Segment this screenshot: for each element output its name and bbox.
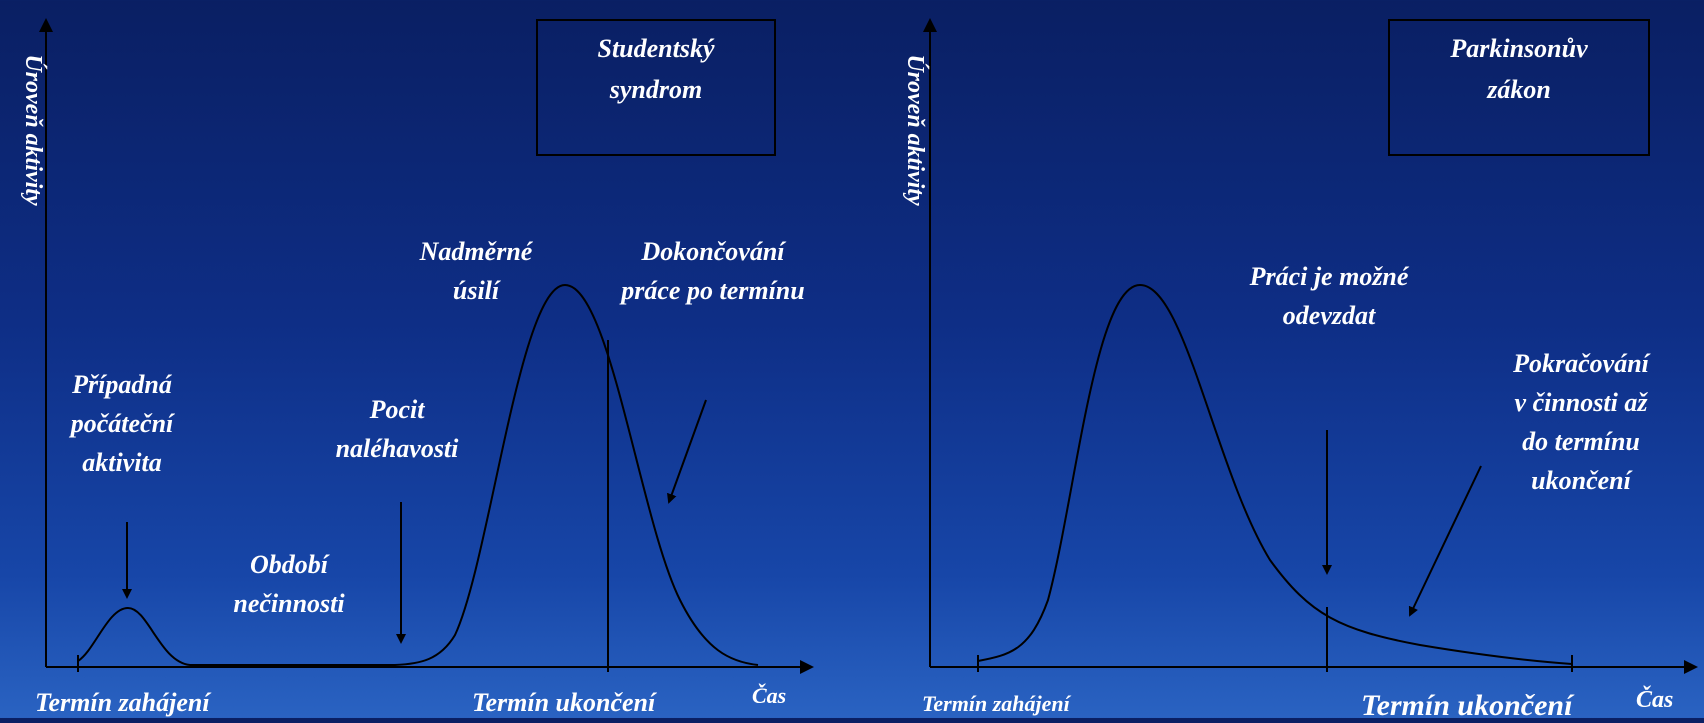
right-y-axis-label: Úroveň aktivity [902, 54, 928, 206]
left-excess-effort-line-1: Nadměrné [419, 237, 534, 266]
left-x-label-end: Termín ukončení [472, 688, 657, 717]
left-urgency-line-2: naléhavosti [336, 434, 460, 463]
left-diagram: Úroveň aktivity Studentský syndrom Přípa… [20, 18, 814, 717]
right-continuing-line-1: Pokračování [1512, 349, 1651, 378]
left-finishing-line-2: práce po termínu [619, 276, 804, 305]
left-excess-effort-line-2: úsilí [453, 276, 501, 305]
right-x-label-time: Čas [1636, 686, 1673, 713]
left-x-label-time: Čas [752, 683, 786, 708]
right-title-line-1: Parkinsonův [1449, 34, 1588, 63]
right-diagram: Úroveň aktivity Parkinsonův zákon Práci … [902, 18, 1698, 722]
left-urgency-line-1: Pocit [369, 395, 426, 424]
left-initial-activity-line-2: počáteční [69, 409, 175, 438]
left-inactivity-line-1: Období [250, 550, 330, 579]
right-can-submit-line-2: odevzdat [1283, 301, 1376, 330]
right-continuing-line-2: v činnosti až [1515, 388, 1649, 417]
left-initial-activity-line-1: Případná [71, 370, 173, 399]
left-activity-curve [77, 283, 759, 666]
right-activity-curve [977, 283, 1573, 665]
left-title-line-2: syndrom [609, 75, 702, 104]
left-title-line-1: Studentský [597, 34, 714, 63]
right-continuing-line-3: do termínu [1522, 427, 1640, 456]
right-title-line-2: zákon [1486, 75, 1551, 104]
left-y-axis-label: Úroveň aktivity [20, 54, 46, 206]
right-x-label-start: Termín zahájení [922, 691, 1072, 716]
left-x-label-start: Termín zahájení [35, 688, 211, 717]
left-inactivity-line-2: nečinnosti [233, 589, 345, 618]
right-title-box [1388, 19, 1650, 156]
left-finishing-arrow [667, 399, 707, 504]
left-title-box [536, 19, 776, 156]
right-x-label-end: Termín ukončení [1361, 689, 1575, 718]
right-continuing-line-4: ukončení [1531, 466, 1632, 495]
right-continuing-arrow [1408, 465, 1482, 617]
right-can-submit-line-1: Práci je možné [1249, 262, 1410, 291]
left-finishing-line-1: Dokončování [641, 237, 787, 266]
left-initial-activity-line-3: aktivita [82, 448, 161, 477]
